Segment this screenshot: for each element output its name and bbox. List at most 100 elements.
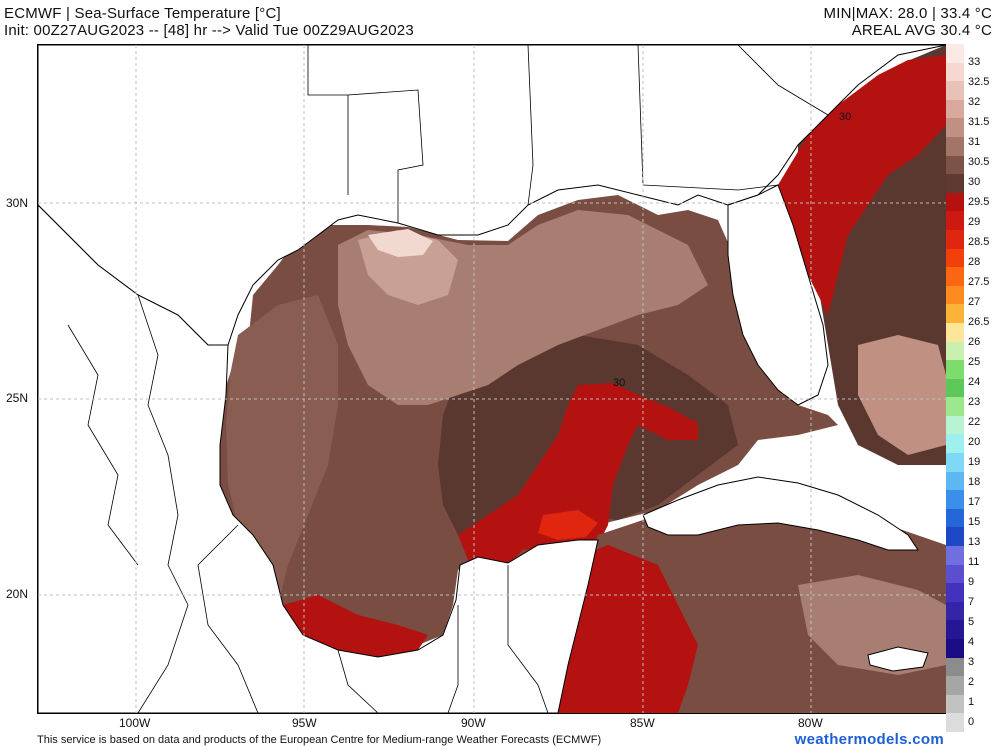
color-bar-swatch xyxy=(946,378,964,398)
color-bar-swatch xyxy=(946,322,964,342)
color-bar-swatch xyxy=(946,304,964,324)
map-subtitle: Init: 00Z27AUG2023 -- [48] hr --> Valid … xyxy=(4,22,414,39)
color-bar-swatch xyxy=(946,360,964,380)
color-bar-swatch xyxy=(946,248,964,268)
color-bar-swatch xyxy=(946,713,964,733)
color-bar-label: 25 xyxy=(968,356,981,368)
color-bar-swatch xyxy=(946,229,964,250)
color-bar-label: 18 xyxy=(968,476,981,488)
color-bar-swatch xyxy=(946,601,964,621)
color-bar-label: 27.5 xyxy=(968,276,990,288)
gulf-stream-warm-water xyxy=(778,55,946,315)
color-bar-label: 32 xyxy=(968,96,981,108)
color-bar-label: 28.5 xyxy=(968,236,990,248)
color-bar-swatch xyxy=(946,341,964,361)
areal-average-readout: AREAL AVG 30.4 °C xyxy=(851,22,992,39)
longitude-label-90w: 90W xyxy=(461,716,486,730)
florida-peninsula xyxy=(727,184,829,406)
color-bar-label: 15 xyxy=(968,516,981,528)
map-title: ECMWF | Sea-Surface Temperature [°C] xyxy=(4,5,281,22)
sea-surface-temperature-map: 30 30 xyxy=(38,45,946,713)
color-bar-swatch xyxy=(946,192,964,212)
color-bar-label: 31.5 xyxy=(968,116,990,128)
longitude-label-85w: 85W xyxy=(630,716,655,730)
mexico-land xyxy=(38,204,599,713)
latitude-label-25n: 25N xyxy=(6,391,29,405)
political-borders xyxy=(67,45,829,713)
color-bar-label: 0 xyxy=(968,716,975,728)
color-bar-label: 31 xyxy=(968,136,981,148)
color-bar-label: 33 xyxy=(968,56,981,68)
loop-current-hot-core xyxy=(538,510,598,540)
color-bar-swatch xyxy=(946,267,964,287)
color-bar-swatch xyxy=(946,397,964,417)
color-bar-swatch xyxy=(946,620,964,640)
color-bar-label: 4 xyxy=(968,636,975,648)
color-bar-label: 26 xyxy=(968,336,981,348)
color-bar-label: 28 xyxy=(968,256,981,268)
map-panel: 30 30 xyxy=(37,44,947,714)
latitude-label-20n: 20N xyxy=(6,587,29,601)
jamaica-land xyxy=(867,646,929,672)
bahamas-light-water xyxy=(858,335,946,455)
color-bar-label: 17 xyxy=(968,496,981,508)
color-bar-swatch xyxy=(946,44,964,64)
color-bar-label: 20 xyxy=(968,436,981,448)
color-bar-label: 3 xyxy=(968,656,975,668)
contour-label-atlantic: 30 xyxy=(839,111,851,123)
longitude-label-100w: 100W xyxy=(119,716,151,730)
color-bar-swatch xyxy=(946,657,964,677)
color-bar-label: 13 xyxy=(968,536,981,548)
color-bar-label: 29.5 xyxy=(968,196,990,208)
color-bar-label: 24 xyxy=(968,376,981,388)
color-bar-swatch xyxy=(946,490,964,510)
color-bar-swatch xyxy=(946,694,964,714)
color-bar-swatch xyxy=(946,118,964,138)
color-bar-swatch xyxy=(946,174,964,194)
color-bar-label: 9 xyxy=(968,576,975,588)
color-bar-label: 29 xyxy=(968,216,981,228)
color-bar-swatch xyxy=(946,155,964,175)
graticule-lines xyxy=(38,45,946,713)
color-bar-label: 26.5 xyxy=(968,316,990,328)
gulf-lightest-patch xyxy=(368,229,433,257)
temperature-color-bar: 33 32.5 32 31.5 31 30.5 30 29.5 29 28.5 28 27.5 27 26… xyxy=(946,44,1000,734)
color-bar-label: 19 xyxy=(968,456,981,468)
color-bar-swatch xyxy=(946,639,964,659)
color-bar-label: 11 xyxy=(968,556,980,568)
western-gulf-band xyxy=(226,295,338,605)
color-bar-label: 30.5 xyxy=(968,156,990,168)
color-bar-swatch xyxy=(946,99,964,119)
color-bar-swatch xyxy=(946,285,964,305)
loop-current-warm-water xyxy=(458,383,698,565)
color-bar-label: 27 xyxy=(968,296,981,308)
color-bar-label: 30 xyxy=(968,176,981,188)
color-bar-swatch xyxy=(946,136,964,157)
color-bar-label: 5 xyxy=(968,616,975,628)
color-bar-swatch xyxy=(946,471,964,491)
data-credit: This service is based on data and produc… xyxy=(37,734,602,746)
color-bar-swatch xyxy=(946,415,964,435)
color-bar-swatch xyxy=(946,564,964,584)
brand-link[interactable]: weathermodels.com xyxy=(794,731,944,748)
color-bar-label: 32.5 xyxy=(968,76,990,88)
color-bar-swatch xyxy=(946,583,964,603)
color-bar-swatch xyxy=(946,62,964,82)
color-bar-label: 1 xyxy=(968,696,975,708)
color-bar-label: 2 xyxy=(968,676,975,688)
color-bar-swatch xyxy=(946,508,964,528)
color-bar-swatch xyxy=(946,527,964,547)
longitude-label-80w: 80W xyxy=(798,716,823,730)
color-bar-swatch xyxy=(946,546,964,566)
color-bar-swatch xyxy=(946,81,964,101)
color-bar-swatch xyxy=(946,453,964,473)
min-max-readout: MIN|MAX: 28.0 | 33.4 °C xyxy=(823,5,992,22)
contour-label-gulf: 30 xyxy=(613,377,625,389)
cuba-land xyxy=(642,476,919,551)
color-bar-label: 23 xyxy=(968,396,981,408)
color-bar-label: 7 xyxy=(968,596,975,608)
longitude-label-95w: 95W xyxy=(292,716,317,730)
color-bar-label: 22 xyxy=(968,416,981,428)
latitude-label-30n: 30N xyxy=(6,196,29,210)
color-bar-swatch xyxy=(946,211,964,231)
